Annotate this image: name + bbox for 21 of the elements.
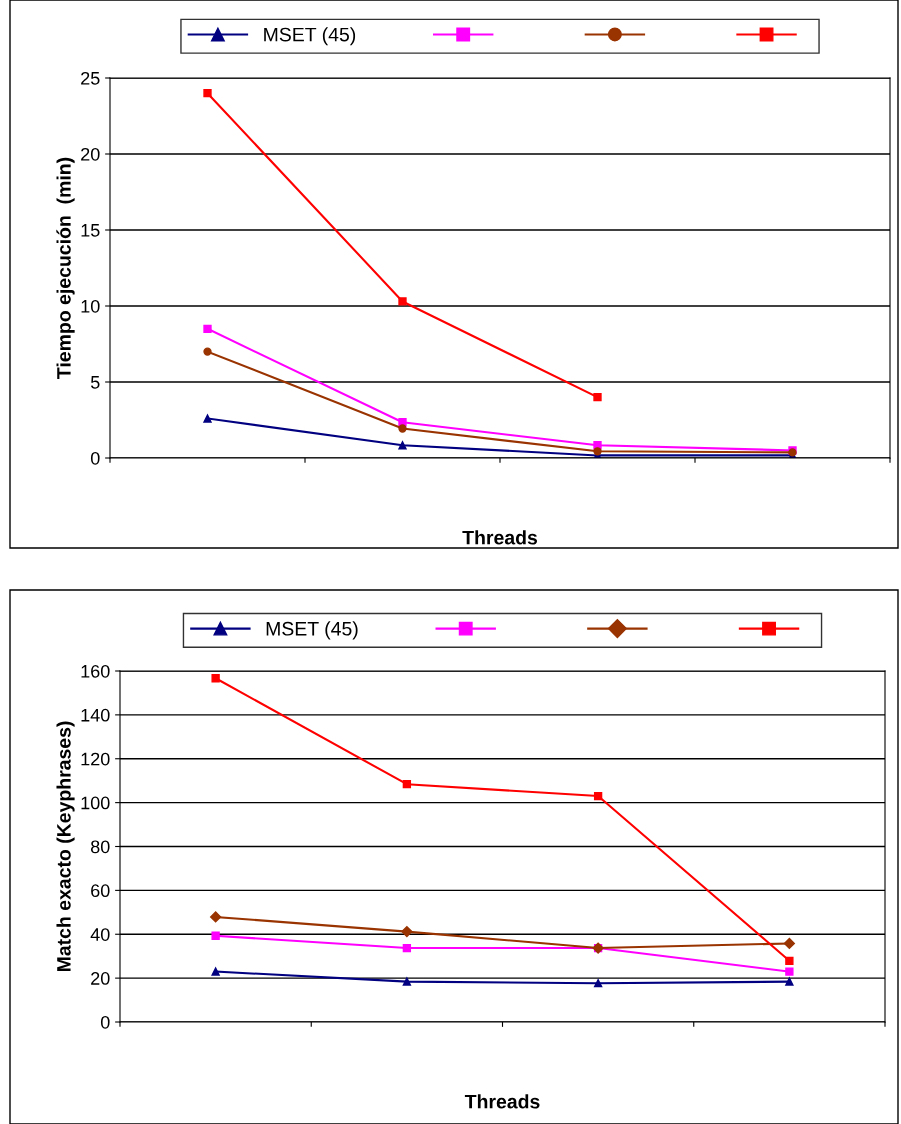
y-tick-label: 160 (81, 664, 110, 678)
y-tick-label: 120 (81, 752, 110, 766)
y-tick-label: 100 (81, 796, 110, 810)
y-tick-label: 0 (100, 1015, 110, 1029)
legend-label: MSET (45) (266, 621, 358, 640)
y-tick-label: 140 (81, 708, 110, 722)
y-tick-label: 0 (90, 451, 100, 465)
y-tick-label: 80 (90, 840, 110, 854)
y-tick-label: 40 (90, 928, 110, 941)
y-tick-label: 60 (91, 884, 110, 898)
y-tick-label: 10 (81, 299, 100, 313)
y-axis-title: Match exacto (Keyphrases) (56, 721, 75, 972)
x-axis-title: Threads (462, 530, 538, 545)
y-axis-title: Tiempo ejecución (min) (56, 157, 75, 379)
y-tick-label: 25 (81, 71, 100, 85)
y-tick-label: 20 (81, 147, 100, 161)
y-tick-label: 15 (81, 224, 100, 237)
x-axis-title: Threads (464, 1094, 540, 1109)
legend-label: MSET (45) (264, 27, 356, 46)
y-tick-label: 20 (91, 972, 110, 985)
y-tick-label: 5 (90, 376, 100, 389)
